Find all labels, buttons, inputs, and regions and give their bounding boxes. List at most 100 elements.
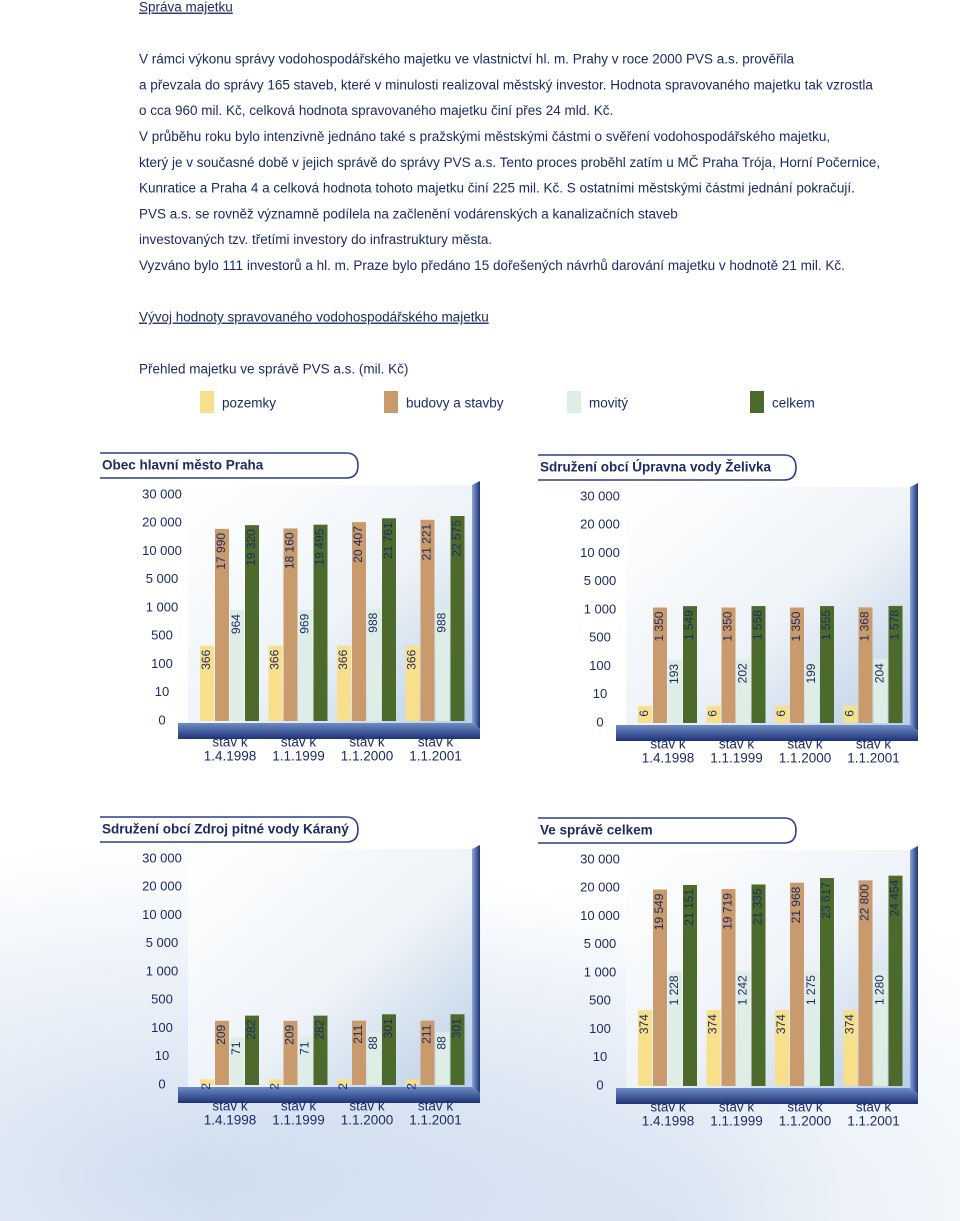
bar — [843, 1010, 858, 1086]
bar — [858, 880, 873, 1086]
x-tick-label: stav k — [418, 735, 454, 750]
x-tick-label: 1.1.2000 — [341, 1113, 394, 1128]
x-tick-label: stav k — [418, 1099, 454, 1114]
value-label: 19 719 — [721, 893, 735, 930]
value-label: 19 549 — [652, 893, 666, 930]
y-tick-label: 20 000 — [142, 515, 182, 530]
y-tick-label: 20 000 — [580, 880, 620, 895]
value-label: 301 — [381, 1018, 395, 1038]
value-label: 374 — [774, 1014, 788, 1034]
bar — [668, 659, 682, 723]
bar — [888, 605, 903, 723]
x-tick-label: stav k — [281, 1099, 317, 1114]
bar — [230, 610, 244, 721]
bar — [405, 645, 420, 721]
value-label: 964 — [229, 614, 243, 634]
bar — [450, 1014, 465, 1085]
bar — [352, 522, 366, 721]
value-label: 17 990 — [214, 533, 228, 570]
bar — [200, 1079, 214, 1085]
y-tick-label: 1 000 — [146, 963, 179, 978]
y-tick-label: 0 — [596, 714, 603, 729]
value-label: 21 151 — [682, 889, 696, 926]
bar — [858, 607, 873, 723]
bar — [298, 609, 313, 721]
bar — [298, 1037, 313, 1085]
chart: Ve správě celkem 0 10 100 500 1 000 5 000 10 00… — [538, 817, 918, 1129]
paragraph-line: o cca 960 mil. Kč, celková hodnota sprav… — [139, 103, 613, 118]
x-tick-label: 1.4.1998 — [204, 1113, 257, 1128]
bar — [367, 1032, 381, 1085]
y-tick-label: 100 — [151, 1020, 173, 1035]
y-tick-label: 10 — [155, 684, 169, 699]
chart-title: Ve správě celkem — [540, 823, 653, 838]
bar — [313, 1015, 328, 1085]
x-tick-label: stav k — [856, 1100, 892, 1115]
value-label: 1 578 — [888, 610, 902, 640]
plot-floor — [616, 1088, 918, 1104]
value-label: 1 368 — [858, 611, 872, 641]
bar — [668, 971, 682, 1086]
y-tick-label: 5 000 — [146, 935, 179, 950]
y-tick-label: 30 000 — [580, 851, 620, 866]
bar — [653, 607, 667, 723]
x-tick-label: stav k — [212, 1099, 248, 1114]
value-label: 88 — [435, 1036, 449, 1050]
bar — [382, 518, 396, 721]
y-tick-label: 10 000 — [142, 543, 182, 558]
value-label: 1 555 — [819, 610, 833, 640]
value-label: 23 617 — [819, 882, 833, 919]
legend-label: movitý — [589, 396, 628, 411]
value-label: 1 350 — [789, 611, 803, 641]
value-label: 88 — [366, 1036, 380, 1050]
bar — [820, 606, 834, 723]
y-tick-label: 30 000 — [142, 486, 182, 501]
bar — [775, 706, 789, 723]
bar — [420, 519, 435, 721]
y-tick-label: 100 — [151, 656, 173, 671]
value-label: 366 — [268, 649, 282, 669]
value-label: 209 — [283, 1024, 297, 1044]
value-label: 209 — [214, 1024, 228, 1044]
value-label: 21 221 — [420, 523, 434, 560]
y-tick-label: 10 000 — [142, 907, 182, 922]
value-label: 20 407 — [351, 526, 365, 563]
value-label: 19 320 — [244, 529, 258, 566]
bar — [706, 706, 721, 723]
y-tick-label: 5 000 — [584, 573, 617, 588]
paragraph-line: investovaných tzv. třetími investory do … — [139, 232, 492, 247]
paragraph-line: který je v současné době v jejich správě… — [139, 155, 880, 170]
value-label: 1 280 — [873, 975, 887, 1005]
x-tick-label: 1.1.2000 — [779, 751, 832, 766]
legend: pozemky budovy a stavby movitý celkem — [200, 391, 815, 413]
bar — [405, 1079, 420, 1085]
value-label: 374 — [637, 1014, 651, 1034]
y-tick-label: 1 000 — [584, 964, 617, 979]
bar — [790, 882, 804, 1086]
plot-floor — [616, 725, 918, 741]
x-tick-label: stav k — [719, 1100, 755, 1115]
x-tick-label: 1.1.2001 — [409, 749, 462, 764]
x-tick-label: stav k — [650, 737, 686, 752]
legend-swatch — [750, 391, 764, 413]
value-label: 1 275 — [804, 975, 818, 1005]
x-tick-label: 1.1.1999 — [272, 1113, 325, 1128]
value-label: 6 — [637, 710, 651, 717]
bar — [873, 659, 888, 723]
y-tick-label: 10 — [593, 686, 607, 701]
value-label: 6 — [706, 710, 720, 717]
chart-title-box — [100, 452, 359, 479]
value-label: 366 — [199, 649, 213, 669]
paragraph-line: V průběhu roku bylo intenzivně jednáno t… — [139, 129, 830, 144]
y-tick-label: 0 — [596, 1077, 603, 1092]
bar — [367, 608, 381, 721]
y-tick-label: 10 000 — [580, 545, 620, 560]
value-label: 366 — [336, 649, 350, 669]
value-label: 988 — [435, 612, 449, 632]
bar — [268, 1079, 283, 1085]
value-label: 2 — [268, 1083, 282, 1090]
y-tick-label: 10 — [155, 1048, 169, 1063]
bar — [245, 525, 259, 721]
